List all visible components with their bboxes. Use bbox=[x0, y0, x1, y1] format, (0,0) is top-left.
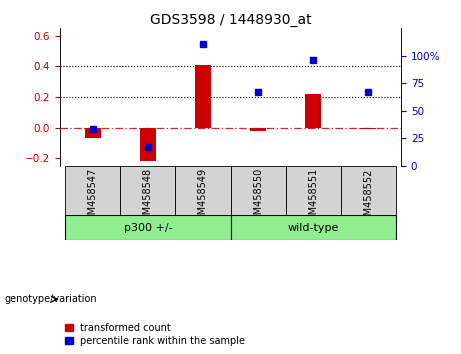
Bar bbox=[140, 127, 156, 161]
Title: GDS3598 / 1448930_at: GDS3598 / 1448930_at bbox=[150, 13, 311, 27]
Bar bbox=[305, 94, 321, 127]
Text: wild-type: wild-type bbox=[287, 223, 339, 233]
Bar bbox=[195, 65, 211, 127]
Bar bbox=[120, 166, 176, 215]
Bar bbox=[65, 215, 230, 240]
Bar bbox=[250, 127, 266, 131]
Bar bbox=[285, 166, 341, 215]
Text: GSM458548: GSM458548 bbox=[143, 168, 153, 227]
Bar bbox=[85, 127, 101, 138]
Bar bbox=[230, 166, 285, 215]
Bar bbox=[360, 127, 376, 129]
Bar bbox=[176, 166, 230, 215]
Text: p300 +/-: p300 +/- bbox=[124, 223, 172, 233]
Text: GSM458550: GSM458550 bbox=[253, 168, 263, 228]
Text: GSM458552: GSM458552 bbox=[363, 168, 373, 228]
Bar bbox=[230, 215, 396, 240]
Text: GSM458551: GSM458551 bbox=[308, 168, 318, 228]
Bar bbox=[341, 166, 396, 215]
Legend: transformed count, percentile rank within the sample: transformed count, percentile rank withi… bbox=[65, 323, 245, 346]
Bar bbox=[65, 166, 120, 215]
Text: genotype/variation: genotype/variation bbox=[5, 294, 97, 304]
Text: GSM458549: GSM458549 bbox=[198, 168, 208, 227]
Text: GSM458547: GSM458547 bbox=[88, 168, 98, 228]
